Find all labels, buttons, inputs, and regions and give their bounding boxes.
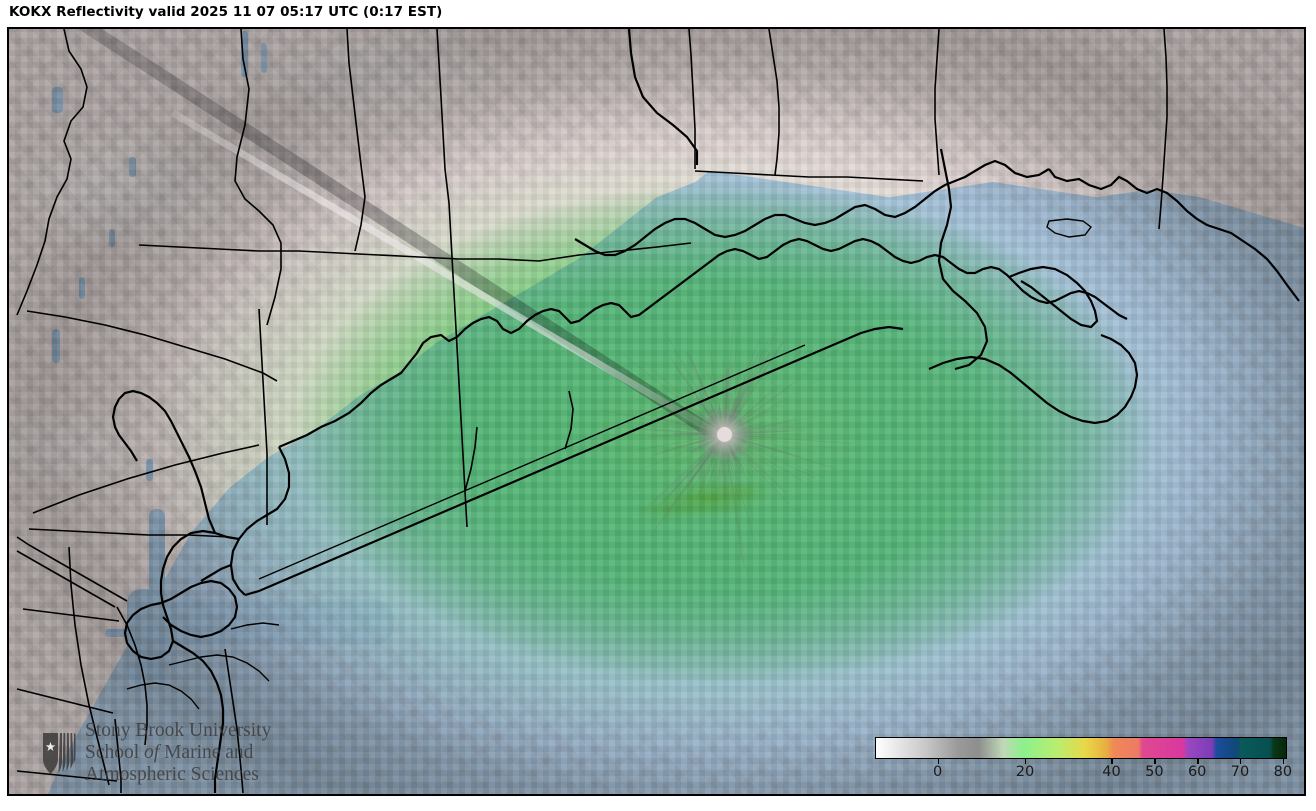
colorbar-frame — [875, 737, 1287, 759]
county-border-nj — [16, 688, 114, 714]
county-border — [346, 29, 366, 252]
reflectivity-colorbar[interactable]: 0 20 40 50 60 70 80 — [875, 737, 1295, 789]
logo-text: Stony Brook University School of Marine … — [85, 720, 271, 786]
map-canvas: Stony Brook University School of Marine … — [9, 29, 1304, 794]
county-border — [436, 29, 468, 528]
long-island-north-shore — [278, 237, 1128, 449]
radar-site-marker[interactable] — [717, 427, 732, 442]
shield-icon — [43, 732, 76, 774]
nj-shore-coastline — [200, 563, 232, 582]
county-border — [258, 308, 268, 525]
colorbar-tick-label: 70 — [1230, 764, 1250, 780]
county-border — [234, 29, 282, 326]
logo-line-2-post: Marine and — [159, 742, 254, 763]
state-border-nj-ny — [16, 550, 116, 608]
island-outline — [1046, 218, 1092, 238]
logo-line-2-pre: School — [85, 742, 145, 763]
nyc-harbor-coastline — [123, 529, 240, 661]
colorbar-tick-label: 0 — [932, 764, 943, 780]
county-border-nj — [114, 718, 122, 793]
nj-coastline — [172, 640, 225, 793]
state-border-nj-pa — [16, 536, 128, 602]
colorbar-tick — [1240, 759, 1242, 764]
colorbar-gradient — [876, 738, 1286, 758]
county-border-nj — [22, 608, 120, 622]
logo-line-3: Atmospheric Sciences — [85, 764, 259, 785]
long-island-south-fork — [928, 333, 1139, 425]
long-island-bay-outline — [258, 344, 806, 580]
colorbar-tick-label: 20 — [1015, 764, 1035, 780]
colorbar-tick — [1024, 759, 1027, 764]
county-border-nj — [116, 606, 148, 746]
colorbar-labels: 0 20 40 50 60 70 80 — [875, 764, 1292, 786]
county-border — [768, 29, 780, 176]
colorbar-tick — [1154, 759, 1156, 764]
colorbar-ticks — [875, 759, 1287, 765]
county-border — [138, 242, 692, 262]
nj-inlet — [126, 682, 200, 710]
connecticut-river — [937, 148, 989, 371]
map-vector-overlay — [16, 29, 1300, 794]
long-island-south-shore — [244, 325, 904, 597]
stony-brook-logo: Stony Brook University School of Marine … — [42, 720, 271, 786]
nj-inland-waterway — [168, 654, 270, 682]
reflectivity-pixel-blocks — [9, 29, 1304, 794]
reflectivity-pixel-grid — [9, 29, 1304, 794]
state-border — [16, 29, 88, 316]
county-border-nj — [16, 770, 118, 782]
county-border — [694, 170, 924, 182]
connecticut-coastline — [1048, 168, 1300, 302]
hudson-river-coastline — [111, 389, 217, 534]
radar-map-frame[interactable]: Stony Brook University School of Marine … — [7, 27, 1306, 796]
colorbar-tick-label: 40 — [1102, 764, 1121, 780]
county-border — [688, 29, 696, 169]
colorbar-tick — [1197, 759, 1199, 764]
logo-line-2: School of Marine and — [85, 742, 271, 764]
long-island-north-fork — [1008, 265, 1099, 329]
colorbar-tick — [1111, 759, 1113, 764]
county-border — [224, 648, 244, 794]
state-border-hudson — [627, 29, 699, 165]
colorbar-tick-label: 60 — [1187, 764, 1207, 780]
logo-line-1: Stony Brook University — [85, 720, 272, 741]
colorbar-tick — [1282, 759, 1285, 764]
colorbar-tick — [937, 759, 939, 764]
county-border — [28, 528, 230, 538]
county-border-li — [564, 390, 574, 450]
colorbar-tick-label: 50 — [1145, 764, 1164, 780]
county-border — [68, 546, 110, 786]
county-border — [32, 444, 260, 514]
reflectivity-gray-clutter — [9, 29, 1304, 794]
county-border — [26, 310, 278, 382]
staten-island-coastline — [160, 579, 239, 639]
connecticut-coastline-west — [574, 159, 1050, 257]
nyc-coastline — [229, 446, 291, 596]
logo-line-2-emphasis: of — [144, 742, 160, 763]
county-border-li — [464, 426, 478, 492]
nj-coast-line-extra — [230, 622, 280, 630]
county-border — [1158, 29, 1168, 230]
county-border — [934, 29, 940, 176]
header-bar: KOKX Reflectivity valid 2025 11 07 05:17… — [0, 0, 1316, 28]
colorbar-tick-label: 80 — [1273, 764, 1293, 780]
page-title: KOKX Reflectivity valid 2025 11 07 05:17… — [9, 4, 443, 20]
